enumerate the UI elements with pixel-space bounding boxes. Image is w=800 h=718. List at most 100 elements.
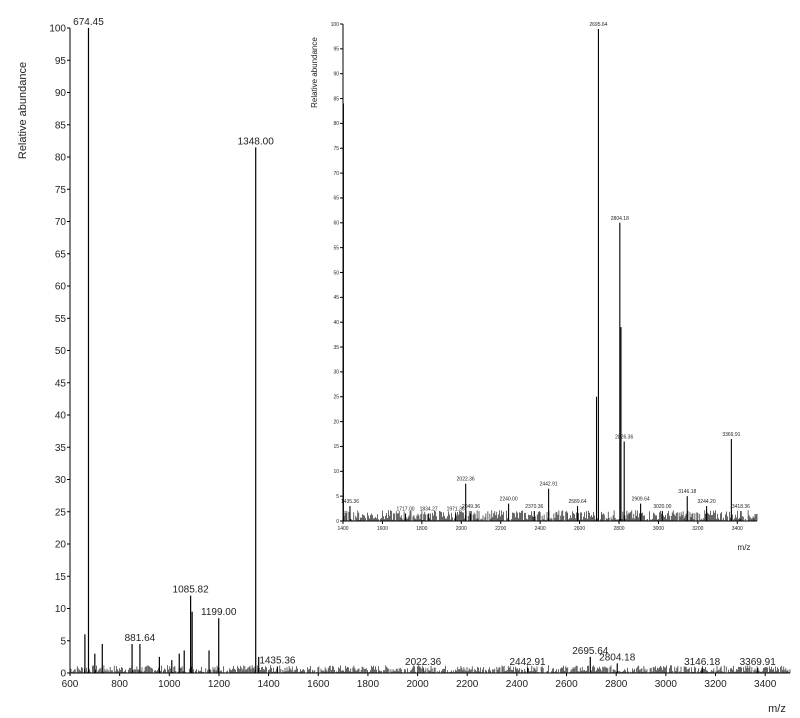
x-tick-label: 3400 (754, 679, 777, 690)
x-tick-label: 2200 (495, 526, 506, 532)
y-tick-label: 50 (55, 346, 67, 357)
x-tick-label: 1800 (357, 679, 380, 690)
x-tick-label: 1600 (377, 526, 388, 532)
x-tick-label: 2000 (406, 679, 429, 690)
y-tick-label: 95 (333, 47, 339, 53)
x-tick-label: 1000 (158, 679, 181, 690)
y-tick-label: 55 (55, 314, 67, 325)
x-tick-label: 1400 (337, 526, 348, 532)
peak-label: 2370.36 (525, 504, 543, 510)
x-tick-label: 2800 (605, 679, 628, 690)
y-tick-label: 80 (55, 153, 67, 164)
peak-label: 3418.36 (732, 504, 750, 510)
y-tick-label: 100 (49, 24, 66, 35)
y-tick-label: 75 (333, 146, 339, 152)
y-tick-label: 30 (333, 370, 339, 376)
y-tick-label: 25 (55, 507, 67, 518)
x-tick-label: 800 (111, 679, 128, 690)
peak-label: 2022.36 (457, 477, 475, 483)
y-tick-label: 40 (55, 411, 67, 422)
x-tick-label: 1200 (208, 679, 231, 690)
y-tick-label: 45 (333, 295, 339, 301)
x-tick-label: 3200 (704, 679, 727, 690)
peak-label: 3369.91 (722, 432, 740, 438)
inset-spectrum: 0 5 10 15 20 25 30 35 40 45 50 55 60 65 70 75 80 85 90 95 10… (310, 22, 758, 552)
y-tick-label: 90 (55, 88, 67, 99)
y-tick-label: 15 (333, 444, 339, 450)
peak-label: 2804.18 (611, 216, 629, 222)
peak-label: 2049.36 (462, 504, 480, 510)
y-tick-label: 0 (336, 519, 339, 525)
y-tick-label: 10 (55, 604, 67, 615)
y-axis-title: Relative abundance (310, 37, 319, 108)
x-tick-label: 2400 (506, 679, 529, 690)
x-tick-label: 2200 (456, 679, 479, 690)
peak-label: 3146.18 (684, 657, 721, 668)
x-tick-label: 3000 (655, 679, 678, 690)
peak-label: 2589.64 (568, 499, 586, 505)
peak-label: 2909.64 (632, 497, 650, 503)
peak-label: 3369.91 (740, 657, 777, 668)
x-tick-label: 1400 (257, 679, 280, 690)
peak-label: 1834.27 (420, 507, 438, 513)
main-spectrum: 0510152025303540455055606570758085909510… (17, 17, 791, 715)
y-tick-label: 65 (333, 196, 339, 202)
x-tick-label: 1800 (416, 526, 427, 532)
y-tick-label: 75 (55, 185, 67, 196)
peak-label: 3244.20 (698, 499, 716, 505)
peak-label: 2442.91 (540, 482, 558, 488)
x-axis-title: m/z (738, 543, 751, 552)
y-tick-label: 70 (333, 171, 339, 177)
y-tick-label: 55 (333, 245, 339, 251)
y-tick-label: 5 (60, 636, 66, 647)
x-tick-label: 2600 (555, 679, 578, 690)
peak-label: 674.45 (73, 17, 104, 28)
y-tick-label: 30 (55, 475, 67, 486)
peak-label: 1971.36 (447, 507, 465, 513)
peak-label: 1199.00 (201, 607, 237, 618)
peak-label: 1085.82 (173, 585, 210, 596)
peak-label: 3020.00 (653, 504, 671, 510)
x-tick-label: 3400 (732, 526, 743, 532)
peak-label: 2804.18 (599, 652, 636, 663)
peak-label: 2022.36 (405, 657, 442, 668)
x-tick-label: 3200 (692, 526, 703, 532)
peak-label: 881.64 (125, 633, 156, 644)
y-tick-label: 45 (55, 378, 67, 389)
y-tick-label: 80 (333, 121, 339, 127)
y-axis-title: Relative abundance (17, 62, 29, 159)
y-tick-label: 0 (60, 669, 66, 680)
peak-label: 2826.36 (615, 434, 633, 440)
peak-label: 2695.64 (572, 646, 609, 657)
peak-label: 1348.00 (238, 136, 275, 147)
x-tick-label: 2400 (535, 526, 546, 532)
y-tick-label: 60 (55, 282, 67, 293)
peak-label: 2240.00 (500, 497, 518, 503)
y-tick-label: 90 (333, 71, 339, 77)
peak-label: 1435.36 (341, 499, 359, 505)
x-tick-label: 1600 (307, 679, 330, 690)
y-tick-label: 35 (333, 345, 339, 351)
y-tick-label: 85 (333, 96, 339, 102)
y-tick-label: 100 (331, 22, 340, 28)
x-tick-label: 2000 (456, 526, 467, 532)
peak-label: 2442.91 (509, 657, 546, 668)
peak-label: 1717.00 (396, 507, 414, 513)
y-tick-label: 35 (55, 443, 67, 454)
y-tick-label: 5 (336, 494, 339, 500)
y-tick-label: 70 (55, 217, 67, 228)
y-tick-label: 10 (333, 469, 339, 475)
peak-label: 2695.64 (589, 22, 607, 28)
baseline-noise (69, 665, 791, 673)
x-tick-label: 3000 (653, 526, 664, 532)
y-tick-label: 20 (333, 419, 339, 425)
y-tick-label: 85 (55, 120, 67, 131)
y-tick-label: 20 (55, 540, 67, 551)
x-axis-title: m/z (768, 703, 786, 715)
y-tick-label: 15 (55, 572, 67, 583)
x-tick-label: 2600 (574, 526, 585, 532)
y-tick-label: 65 (55, 249, 67, 260)
peak-label: 3146.18 (678, 489, 696, 495)
peak-label: 1435.36 (259, 656, 296, 667)
